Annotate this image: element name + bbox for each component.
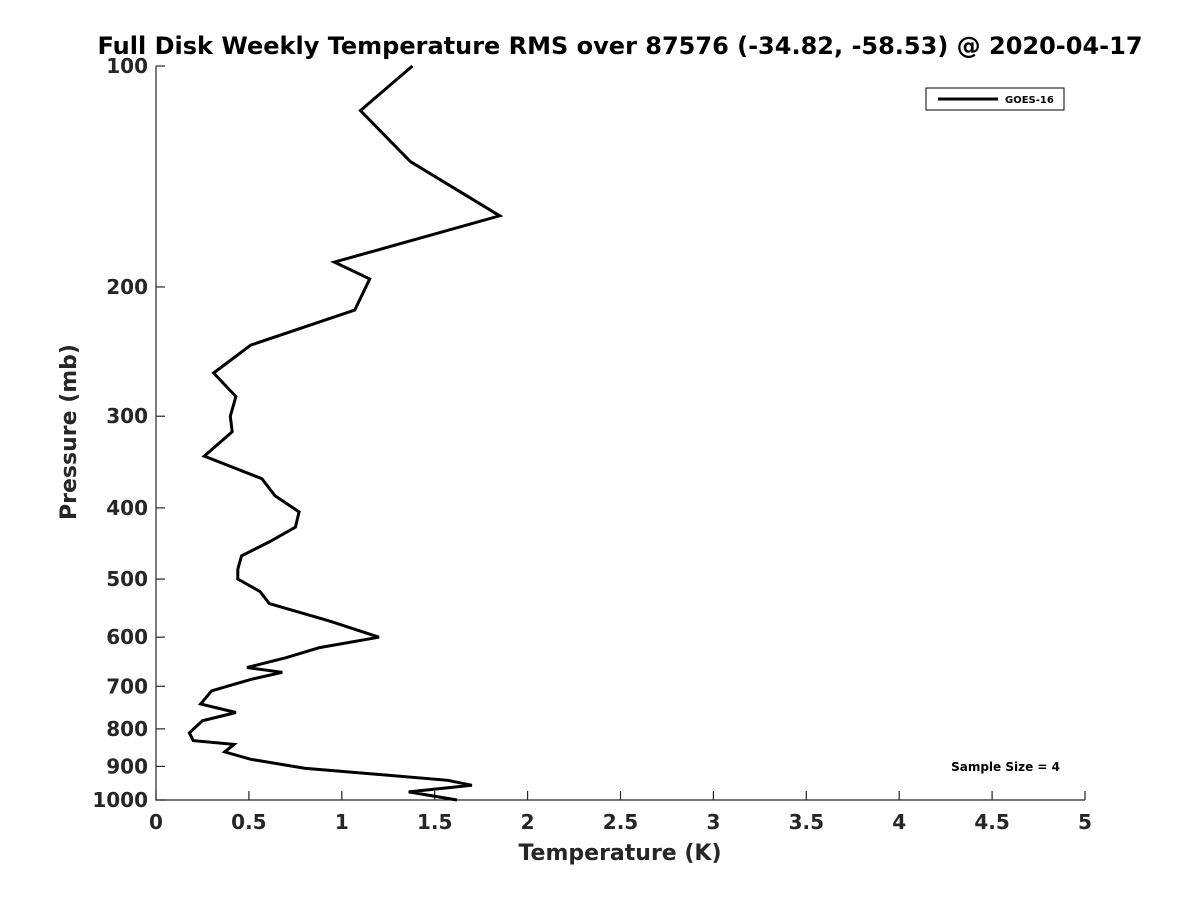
x-tick-label: 3 [706, 810, 720, 834]
chart-title: Full Disk Weekly Temperature RMS over 87… [97, 32, 1142, 60]
x-tick-label: 3.5 [789, 810, 824, 834]
x-tick-label: 0.5 [231, 810, 266, 834]
y-axis-ticks: 100 200 300 400 500 600 700 800 900 1000 [92, 54, 165, 812]
axes-frame [155, 66, 1085, 801]
y-tick-label: 1000 [92, 788, 148, 812]
series-layer [187, 64, 504, 802]
x-tick-label: 4 [892, 810, 906, 834]
x-tick-label: 2.5 [603, 810, 638, 834]
legend: GOES-16 [925, 87, 1065, 111]
legend-label-goes-16: GOES-16 [1005, 95, 1054, 106]
y-tick-label: 700 [106, 674, 148, 698]
y-tick-label: 900 [106, 754, 148, 778]
series-line-goes-16 [187, 64, 504, 802]
x-tick-label: 2 [521, 810, 535, 834]
x-axis-ticks: 0 0.5 1 1.5 2 2.5 3 3.5 4 4.5 5 [149, 791, 1092, 834]
sample-size-annotation: Sample Size = 4 [951, 760, 1060, 774]
y-tick-label: 800 [106, 717, 148, 741]
y-tick-label: 600 [106, 625, 148, 649]
y-tick-label: 100 [106, 54, 148, 78]
x-tick-label: 5 [1078, 810, 1092, 834]
y-tick-label: 500 [106, 567, 148, 591]
x-tick-label: 1 [335, 810, 349, 834]
y-tick-label: 400 [106, 496, 148, 520]
x-tick-label: 0 [149, 810, 163, 834]
x-axis-label: Temperature (K) [518, 841, 721, 866]
y-tick-label: 300 [106, 404, 148, 428]
x-tick-label: 4.5 [974, 810, 1009, 834]
x-tick-label: 1.5 [417, 810, 452, 834]
y-tick-label: 200 [106, 275, 148, 299]
y-axis-label: Pressure (mb) [57, 344, 82, 520]
plot-area: 0 0.5 1 1.5 2 2.5 3 3.5 4 4.5 5 100 200 300 400 500 600… [92, 54, 1092, 834]
